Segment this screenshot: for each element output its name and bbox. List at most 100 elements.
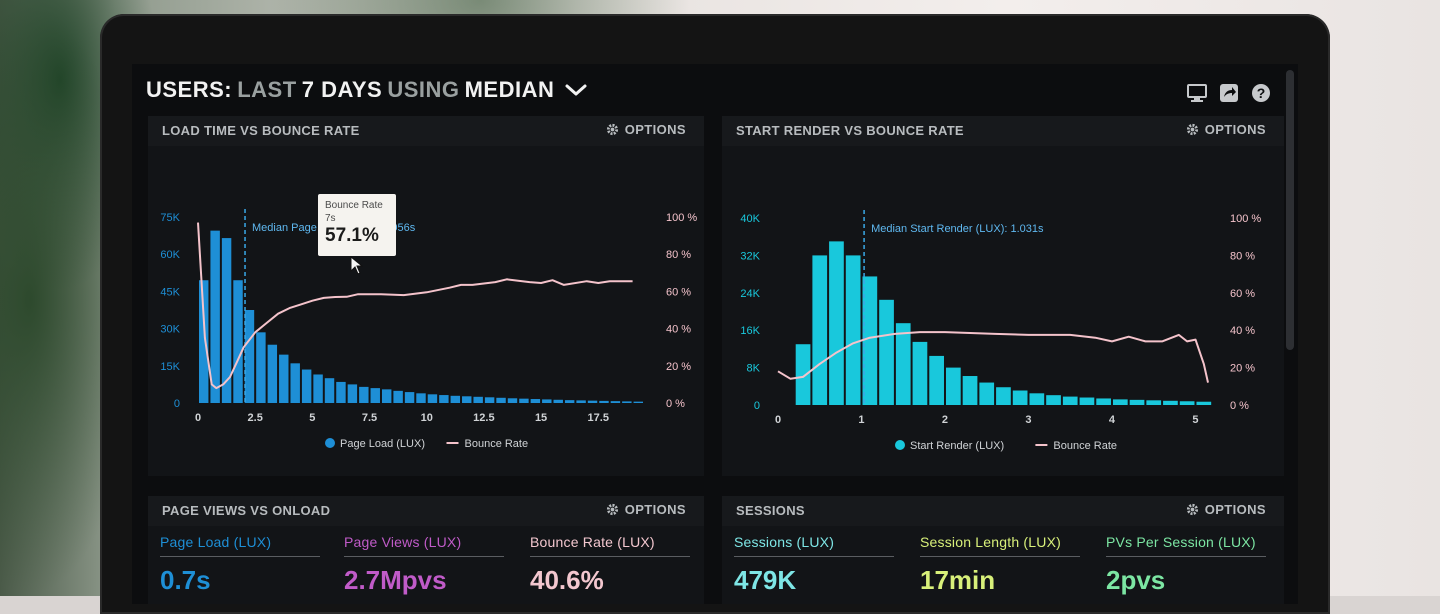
options-label: OPTIONS [1204,502,1266,517]
options-button[interactable]: OPTIONS [606,502,686,517]
metric-divider [530,556,690,557]
y-tick-label-left: 30K [160,324,180,336]
y-tick-label-right: 80 % [666,249,691,261]
histogram-bar [1163,400,1178,405]
panel-title: START RENDER VS BOUNCE RATE [736,123,964,138]
bounce-rate-line [197,222,633,390]
help-icon[interactable]: ? [1250,82,1272,104]
y-tick-label-left: 60K [160,249,180,261]
tooltip-sub: 7s [325,213,336,224]
histogram-bar [1029,393,1045,405]
metric-label: Page Load (LUX) [160,534,272,550]
histogram-bar [862,276,878,405]
x-tick-label: 15 [535,412,547,424]
y-tick-label-right: 100 % [666,212,697,224]
histogram-bar [1196,401,1212,405]
histogram-bar [450,395,461,403]
options-button[interactable]: OPTIONS [1186,502,1266,517]
histogram-bar [610,401,621,403]
share-icon[interactable] [1218,82,1240,104]
y-tick-label-left: 0 [174,398,180,410]
metric-divider [344,556,504,557]
gear-icon [606,503,618,516]
histogram-bar [845,255,861,405]
histogram-bar [199,280,209,403]
options-button[interactable]: OPTIONS [606,122,686,137]
options-label: OPTIONS [624,122,686,137]
x-tick-label: 17.5 [588,412,609,424]
metric-label: PVs Per Session (LUX) [1106,534,1256,550]
y-tick-label-right: 80 % [1230,250,1255,262]
histogram-bar [279,354,289,403]
histogram-bar [233,280,243,403]
histogram-bar [439,395,449,403]
toolbar-icons: ? [1186,82,1272,104]
panel-page-views: PAGE VIEWS VS ONLOAD OPTIONS Page Load (… [148,496,704,604]
scrollbar[interactable] [1286,70,1294,350]
header-using: USING [387,77,460,102]
histogram-bar [427,394,438,403]
panel-header: PAGE VIEWS VS ONLOAD OPTIONS [148,496,704,526]
y-tick-label-left: 45K [160,286,180,298]
histogram-bar [1062,396,1078,405]
metric-divider [160,556,320,557]
histogram-bar [912,341,928,405]
panel-header: SESSIONS OPTIONS [722,496,1284,526]
panel-header: LOAD TIME VS BOUNCE RATE OPTIONS [148,116,704,146]
metric-session-length: Session Length (LUX) 17min [920,534,1080,596]
monitor-icon[interactable] [1186,82,1208,104]
histogram-bar [576,400,586,403]
mouse-cursor-icon [350,256,364,275]
options-button[interactable]: OPTIONS [1186,122,1266,137]
histogram-bar [895,323,911,405]
legend-marker-bars [325,438,335,448]
y-tick-label-left: 16K [740,325,760,337]
histogram-bar [301,369,312,403]
histogram-bar [416,393,426,403]
gear-icon [1186,123,1198,136]
metric-label: Bounce Rate (LUX) [530,534,655,550]
histogram-bar [324,378,335,403]
options-label: OPTIONS [1204,122,1266,137]
histogram-bar [359,386,369,403]
y-tick-label-left: 40K [740,213,760,225]
y-tick-label-left: 0 [754,400,760,412]
dashboard-header[interactable]: USERS: LAST 7 DAYS USING MEDIAN [146,76,588,104]
legend-label-line: Bounce Rate [465,438,529,450]
tooltip-title: Bounce Rate [325,200,383,211]
histogram-bar [290,363,300,403]
metric-value: 479K [734,565,797,595]
bounce-rate-tooltip: Bounce Rate 7s 57.1% [318,194,396,256]
y-tick-label-right: 60 % [1230,288,1255,300]
metric-value: 2pvs [1106,565,1166,595]
histogram-bar [244,310,255,403]
histogram-bar [381,389,392,403]
histogram-bar [484,397,495,403]
x-tick-label: 3 [1025,414,1031,426]
y-tick-label-right: 100 % [1230,213,1261,225]
load-time-chart: 0 15K 30K 45K 60K 75K 0 % 20 % 40 % 60 % 80 % 100 %… [160,209,697,450]
histogram-bar [393,390,403,403]
histogram-bar [996,387,1011,405]
histogram-bar [370,388,380,403]
y-tick-label-left: 8K [747,363,761,375]
header-users: USERS: [146,77,233,102]
metric-page-views: Page Views (LUX) 2.7Mpvs [344,534,504,596]
y-tick-label-right: 0 % [666,398,685,410]
metric-divider [734,556,894,557]
header-last: LAST [237,77,297,102]
metric-label: Sessions (LUX) [734,534,835,550]
x-tick-label: 0 [195,412,201,424]
histogram-bar [1012,390,1028,405]
metric-label: Session Length (LUX) [920,534,1061,550]
histogram-bar [1129,399,1145,405]
y-tick-label-left: 32K [740,250,760,262]
chevron-down-icon[interactable] [564,78,588,102]
histogram-bar [962,376,978,405]
legend-label-bars: Start Render (LUX) [910,440,1004,452]
y-tick-label-right: 60 % [666,286,691,298]
metric-sessions: Sessions (LUX) 479K [734,534,894,596]
x-tick-label: 5 [1192,414,1198,426]
y-tick-label-right: 0 % [1230,400,1249,412]
histogram-bar [1146,400,1162,405]
